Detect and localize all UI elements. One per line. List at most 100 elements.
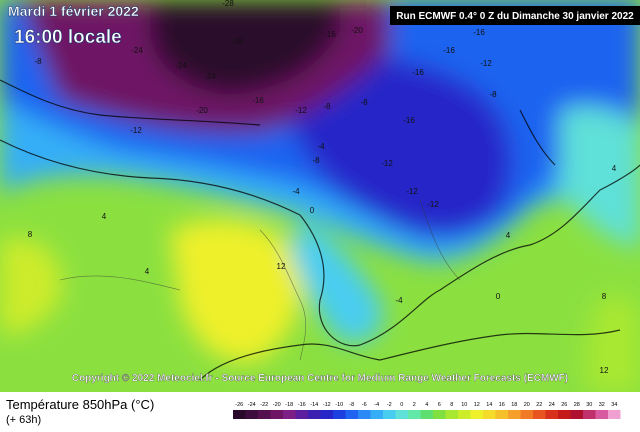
contour-label: -12 xyxy=(295,106,307,115)
colorbar-tick: 14 xyxy=(486,402,492,408)
colorbar-tick: 22 xyxy=(536,402,542,408)
colorbar-cell xyxy=(345,410,358,419)
colorbar: -26 -24 -22 -20 -18 -16 -14 -12 -10 -8 -6 -4 -2 0 2 4 6 8… xyxy=(233,402,621,419)
contour-label: 12 xyxy=(600,366,609,375)
contour-label: 8 xyxy=(28,230,33,239)
contour-label: -4 xyxy=(292,187,300,196)
colorbar-tick: 16 xyxy=(499,402,505,408)
colorbar-cell xyxy=(395,410,408,419)
colorbar-cell xyxy=(370,410,383,419)
colorbar-tick: 10 xyxy=(461,402,467,408)
contour-label: -8 xyxy=(312,156,320,165)
colorbar-cell xyxy=(458,410,471,419)
contour-label: -8 xyxy=(323,102,331,111)
colorbar-tick: 0 xyxy=(400,402,403,408)
colorbar-tick: 6 xyxy=(438,402,441,408)
colorbar-tick: -26 xyxy=(235,402,243,408)
contour-label: 12 xyxy=(277,262,286,271)
contour-label: 4 xyxy=(102,212,107,221)
colorbar-cell xyxy=(308,410,321,419)
colorbar-cell xyxy=(470,410,483,419)
colorbar-tick: 12 xyxy=(474,402,480,408)
colorbar-tick: -8 xyxy=(349,402,354,408)
colorbar-cell xyxy=(408,410,421,419)
colorbar-tick: 34 xyxy=(611,402,617,408)
footer-title: Température 850hPa (°C) xyxy=(6,397,154,412)
colorbar-tick: 18 xyxy=(511,402,517,408)
colorbar-tick: 28 xyxy=(574,402,580,408)
copyright: Copyright © 2022 Meteociel.fr - Source E… xyxy=(72,373,568,384)
contour-label: -28 xyxy=(222,0,234,8)
colorbar-tick: -4 xyxy=(374,402,379,408)
contour-label: -12 xyxy=(406,187,418,196)
colorbar-cell xyxy=(245,410,258,419)
contour-label: -4 xyxy=(395,296,403,305)
colorbar-cell xyxy=(445,410,458,419)
colorbar-tick: 32 xyxy=(599,402,605,408)
contour-label: -12 xyxy=(130,126,142,135)
colorbar-cell xyxy=(533,410,546,419)
contour-label: -8 xyxy=(360,98,368,107)
contour-label: -16 xyxy=(412,68,424,77)
colorbar-cell xyxy=(508,410,521,419)
time-label: 16:00 locale xyxy=(14,27,122,48)
colorbar-cell xyxy=(420,410,433,419)
contour-label: 4 xyxy=(506,231,511,240)
contour-label: -24 xyxy=(175,61,187,70)
contour-label: -12 xyxy=(480,59,492,68)
contour-label: -16 xyxy=(324,30,336,39)
contour-labels: -28 -28 -20 -16 -16 -24 -8 -24 -24 -16 -12 -16 -8 -20… xyxy=(28,0,617,375)
colorbar-tick: -12 xyxy=(323,402,331,408)
colorbar-cell xyxy=(270,410,283,419)
colorbar-tick: -10 xyxy=(335,402,343,408)
contour-label: -24 xyxy=(131,46,143,55)
contour-label: -20 xyxy=(351,26,363,35)
colorbar-cell xyxy=(233,410,246,419)
colorbar-cell xyxy=(283,410,296,419)
colorbar-cell xyxy=(608,410,621,419)
colorbar-cell xyxy=(295,410,308,419)
colorbar-cell xyxy=(483,410,496,419)
contour-label: -12 xyxy=(381,159,393,168)
colorbar-tick: 30 xyxy=(586,402,592,408)
colorbar-cell xyxy=(333,410,346,419)
contour-label: -16 xyxy=(443,46,455,55)
colorbar-tick: -18 xyxy=(285,402,293,408)
contour-label: -16 xyxy=(473,28,485,37)
colorbar-tick: 24 xyxy=(549,402,555,408)
contour-label: 0 xyxy=(310,206,315,215)
colorbar-cell xyxy=(495,410,508,419)
colorbar-tick: 2 xyxy=(413,402,416,408)
colorbar-cell xyxy=(595,410,608,419)
colorbar-tick: -20 xyxy=(273,402,281,408)
colorbar-tick: 4 xyxy=(425,402,428,408)
colorbar-tick: -14 xyxy=(310,402,318,408)
contour-label: -20 xyxy=(196,106,208,115)
colorbar-tick: -2 xyxy=(387,402,392,408)
colorbar-tick: -16 xyxy=(298,402,306,408)
contour-label: -12 xyxy=(427,200,439,209)
footer-lead: (+ 63h) xyxy=(6,414,41,426)
contour-label: 0 xyxy=(496,292,501,301)
contour-label: -16 xyxy=(252,96,264,105)
contour-label: 4 xyxy=(612,164,617,173)
colorbar-cell xyxy=(433,410,446,419)
colorbar-cell xyxy=(558,410,571,419)
contour-label: 8 xyxy=(602,292,607,301)
colorbar-tick: 8 xyxy=(450,402,453,408)
contour-label: -8 xyxy=(489,90,497,99)
colorbar-tick: 20 xyxy=(524,402,530,408)
footer-bg xyxy=(0,392,640,427)
colorbar-cell xyxy=(520,410,533,419)
contour-label: -4 xyxy=(317,142,325,151)
temperature-field xyxy=(0,0,640,392)
colorbar-cell xyxy=(570,410,583,419)
colorbar-cell xyxy=(320,410,333,419)
contour-label: -16 xyxy=(403,116,415,125)
run-box xyxy=(390,6,640,25)
colorbar-cell xyxy=(583,410,596,419)
colorbar-cell xyxy=(383,410,396,419)
date-label: Mardi 1 février 2022 xyxy=(8,3,139,19)
